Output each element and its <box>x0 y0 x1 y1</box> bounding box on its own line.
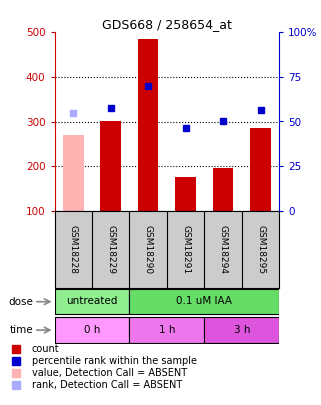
Text: value, Detection Call = ABSENT: value, Detection Call = ABSENT <box>32 368 187 378</box>
Bar <box>138 39 159 211</box>
Bar <box>55 289 129 314</box>
Text: rank, Detection Call = ABSENT: rank, Detection Call = ABSENT <box>32 380 182 390</box>
Bar <box>63 135 83 211</box>
Text: 0 h: 0 h <box>84 324 100 335</box>
Text: 0.1 uM IAA: 0.1 uM IAA <box>176 296 232 306</box>
Text: GSM18294: GSM18294 <box>219 225 228 273</box>
Text: GSM18290: GSM18290 <box>144 224 153 274</box>
Text: GSM18229: GSM18229 <box>106 225 115 273</box>
Text: time: time <box>9 325 33 335</box>
Text: untreated: untreated <box>66 296 118 306</box>
Bar <box>175 177 196 211</box>
Bar <box>129 318 204 343</box>
Bar <box>100 122 121 211</box>
Text: 1 h: 1 h <box>159 324 175 335</box>
Text: dose: dose <box>8 297 33 307</box>
Text: count: count <box>32 344 59 354</box>
Text: 3 h: 3 h <box>234 324 250 335</box>
Text: GSM18295: GSM18295 <box>256 224 265 274</box>
Bar <box>204 318 279 343</box>
Bar <box>55 318 129 343</box>
Title: GDS668 / 258654_at: GDS668 / 258654_at <box>102 18 232 31</box>
Bar <box>129 289 279 314</box>
Text: GSM18291: GSM18291 <box>181 224 190 274</box>
Bar <box>250 128 271 211</box>
Text: percentile rank within the sample: percentile rank within the sample <box>32 356 197 366</box>
Text: GSM18228: GSM18228 <box>69 225 78 273</box>
Bar <box>213 168 233 211</box>
